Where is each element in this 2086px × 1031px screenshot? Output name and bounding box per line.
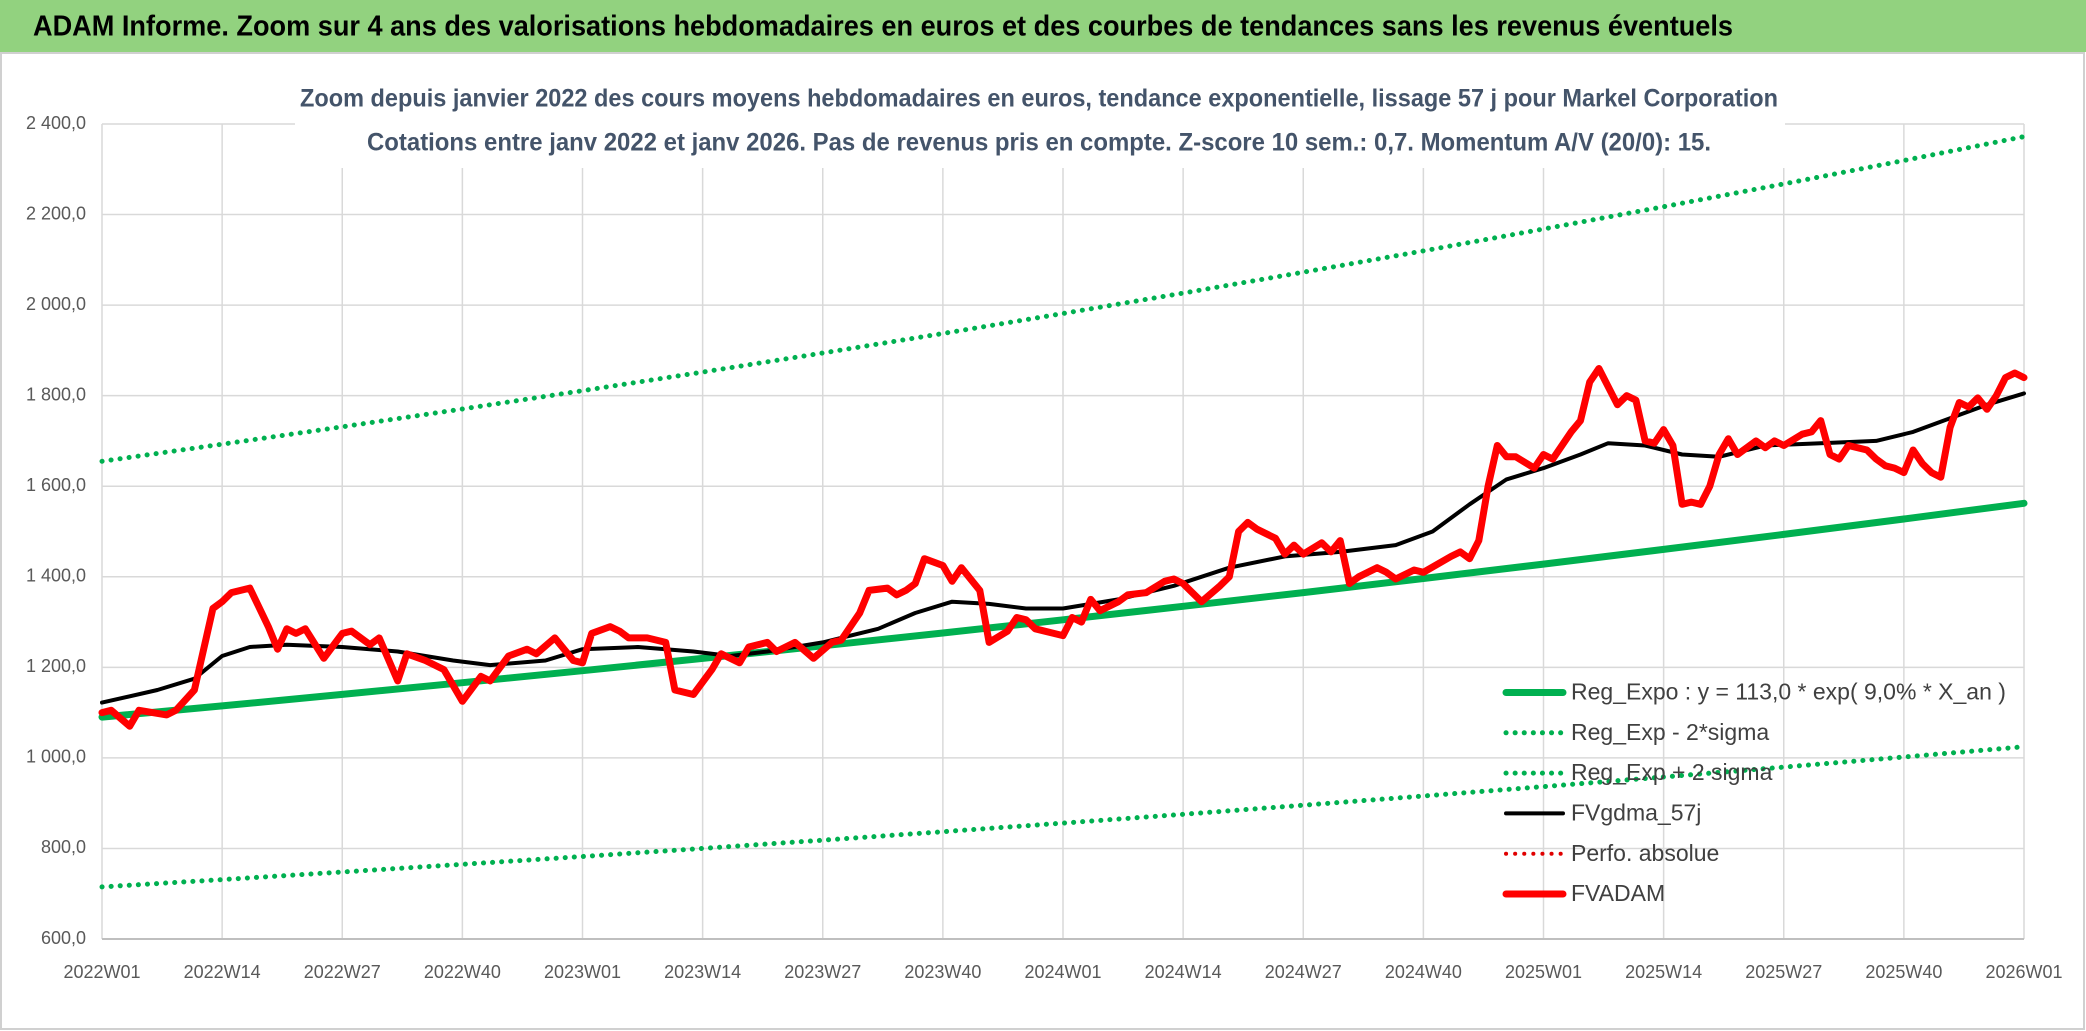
series-line xyxy=(99,744,2027,890)
x-tick-label: 2023W27 xyxy=(784,962,861,982)
chart-subtitle: Cotations entre janv 2022 et janv 2026. … xyxy=(367,129,1711,157)
legend-label: FVADAM xyxy=(1571,880,1665,906)
x-tick-label: 2022W27 xyxy=(304,962,381,982)
header-title: ADAM Informe. Zoom sur 4 ans des valoris… xyxy=(33,11,1733,43)
chart-title: Zoom depuis janvier 2022 des cours moyen… xyxy=(300,85,1778,113)
legend: Reg_Expo : y = 113,0 * exp( 9,0% * X_an … xyxy=(1502,679,2006,906)
series-line xyxy=(98,499,2028,721)
legend-label: Reg_Exp - 2*sigma xyxy=(1571,719,1769,745)
x-tick-label: 2025W01 xyxy=(1505,962,1582,982)
header-bar xyxy=(0,0,2086,52)
x-tick-label: 2026W01 xyxy=(1985,962,2062,982)
y-tick-label: 600,0 xyxy=(41,928,86,948)
x-tick-label: 2024W01 xyxy=(1024,962,1101,982)
legend-label: Perfo. absolue xyxy=(1571,840,1719,866)
x-tick-label: 2023W40 xyxy=(904,962,981,982)
x-tick-label: 2024W14 xyxy=(1145,962,1222,982)
x-tick-label: 2024W27 xyxy=(1265,962,1342,982)
y-tick-label: 1 400,0 xyxy=(26,566,86,586)
chart-frame xyxy=(0,52,2085,1030)
x-tick-label: 2022W14 xyxy=(184,962,261,982)
x-tick-label: 2023W01 xyxy=(544,962,621,982)
legend-label: Reg_Exp + 2 sigma xyxy=(1571,759,1773,785)
y-tick-label: 1 800,0 xyxy=(26,384,86,404)
x-tick-label: 2023W14 xyxy=(664,962,741,982)
x-tick-label: 2025W27 xyxy=(1745,962,1822,982)
y-tick-label: 2 000,0 xyxy=(26,294,86,314)
plot: 600,0 800,0 1 000,0 1 200,0 1 400,0 1 600,0 1 … xyxy=(26,113,2063,982)
y-tick-label: 1 000,0 xyxy=(26,747,86,767)
x-tick-label: 2022W40 xyxy=(424,962,501,982)
series-line xyxy=(98,365,2028,730)
y-tick-label: 2 400,0 xyxy=(26,113,86,133)
y-tick-label: 1 600,0 xyxy=(26,475,86,495)
legend-label: FVgdma_57j xyxy=(1571,799,1701,825)
title-backdrop xyxy=(295,78,1785,168)
x-tick-label: 2025W14 xyxy=(1625,962,1702,982)
y-tick-label: 800,0 xyxy=(41,837,86,857)
x-tick-label: 2024W40 xyxy=(1385,962,1462,982)
y-tick-label: 2 200,0 xyxy=(26,203,86,223)
x-tick-label: 2025W40 xyxy=(1865,962,1942,982)
series-line xyxy=(99,134,2027,464)
x-tick-label: 2022W01 xyxy=(63,962,140,982)
y-tick-label: 1 200,0 xyxy=(26,656,86,676)
legend-label: Reg_Expo : y = 113,0 * exp( 9,0% * X_an … xyxy=(1571,679,2006,705)
